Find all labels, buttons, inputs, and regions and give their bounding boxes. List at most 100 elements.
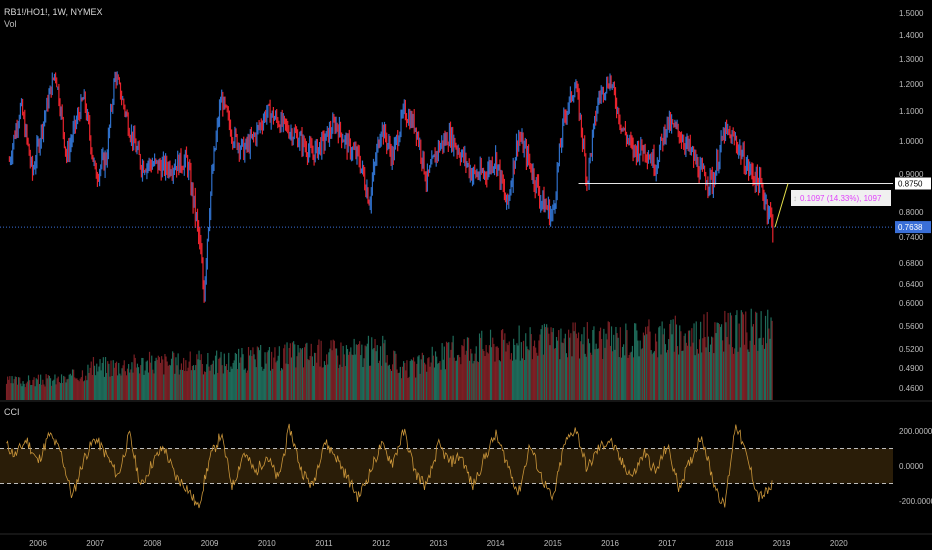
volume-bar [459, 357, 461, 400]
volume-bar [431, 346, 433, 400]
volume-bar [444, 369, 447, 400]
volume-bar [57, 376, 59, 400]
volume-bar [315, 352, 317, 400]
volume-bar [152, 369, 154, 400]
volume-bar [741, 312, 744, 400]
volume-bar [481, 330, 483, 400]
volume-bar [504, 333, 506, 400]
volume-bar [746, 332, 748, 400]
volume-bar [68, 374, 70, 400]
volume-bar [309, 355, 311, 400]
price-tick-label: 0.6400 [899, 280, 924, 289]
volume-bar [96, 363, 98, 400]
volume-bar [125, 375, 128, 400]
volume-bar [480, 337, 482, 400]
volume-bar [308, 360, 310, 400]
volume-bar [30, 385, 32, 400]
volume-bar [114, 363, 117, 400]
volume-bar [210, 364, 212, 400]
volume-bar [93, 365, 96, 400]
volume-bar [33, 377, 35, 400]
time-tick-label: 2017 [658, 539, 676, 548]
volume-bar [184, 370, 186, 400]
volume-bar [588, 343, 591, 400]
volume-bar [273, 357, 275, 400]
volume-bar [729, 312, 731, 400]
volume-bar [474, 353, 476, 400]
volume-bar [540, 329, 542, 400]
volume-bar [554, 348, 557, 400]
measure-arrow [774, 183, 789, 228]
volume-bar [460, 364, 462, 400]
volume-bar [354, 354, 356, 400]
volume-bar [260, 344, 262, 400]
volume-bar [375, 351, 377, 400]
volume-bar [476, 361, 478, 400]
volume-bar [465, 350, 467, 400]
volume-bar [211, 363, 213, 400]
volume-bar [510, 353, 513, 400]
volume-bar [122, 365, 124, 400]
volume-bar [108, 363, 110, 400]
volume-bar [219, 357, 221, 400]
volume-bar [451, 342, 453, 400]
volume-bar [680, 331, 682, 400]
volume-bar [656, 341, 658, 400]
volume-bar [276, 360, 278, 400]
volume-bar [150, 362, 152, 400]
volume-bar [65, 382, 67, 400]
volume-bar [213, 374, 216, 400]
volume-bar [762, 337, 764, 400]
volume-bar [172, 351, 174, 400]
volume-bar [256, 346, 258, 400]
volume-bar [441, 343, 443, 400]
volume-bar [376, 345, 378, 400]
volume-bar [13, 379, 15, 400]
volume-bar [345, 345, 348, 400]
cci-layer [6, 423, 773, 509]
volume-bar [16, 384, 19, 400]
volume-bar [735, 315, 737, 400]
volume-bar [548, 333, 550, 400]
volume-bar [678, 354, 680, 400]
volume-bar [739, 347, 741, 400]
volume-bar [132, 372, 134, 400]
volume-bar [186, 371, 188, 400]
volume-bar [264, 352, 266, 400]
time-tick-label: 2007 [86, 539, 104, 548]
volume-bar [455, 360, 458, 400]
volume-bar [426, 371, 428, 400]
volume-bar [327, 364, 329, 400]
volume-bar [54, 374, 56, 400]
volume-bar [484, 356, 486, 400]
volume-bar [742, 314, 745, 400]
volume-bar [691, 328, 693, 400]
volume-bar [59, 383, 62, 400]
symbol-label: RB1!/HO1!, 1W, NYMEX [4, 7, 103, 17]
volume-bar [514, 344, 516, 400]
volume-bar [690, 346, 692, 400]
volume-bar [89, 367, 91, 400]
volume-bar [399, 366, 401, 400]
volume-bar [497, 347, 499, 400]
volume-bar [128, 364, 130, 400]
price-tick-label: 0.5600 [899, 322, 924, 331]
volume-bar [173, 352, 175, 400]
volume-bar [29, 380, 31, 400]
volume-bar [71, 369, 74, 400]
volume-bar [274, 347, 276, 400]
volume-bar [392, 364, 394, 400]
volume-bar [415, 377, 417, 400]
volume-bar [472, 363, 474, 400]
volume-bar [421, 352, 423, 400]
volume-bar [222, 373, 224, 400]
volume-bar [422, 355, 425, 400]
volume-bar [564, 333, 566, 400]
volume-bar [614, 349, 616, 400]
volume-bar [377, 363, 379, 400]
volume-bar [733, 353, 735, 400]
volume-bar [494, 361, 496, 400]
volume-bar [290, 357, 293, 400]
volume-bar [10, 383, 12, 400]
volume-bar [207, 352, 209, 400]
